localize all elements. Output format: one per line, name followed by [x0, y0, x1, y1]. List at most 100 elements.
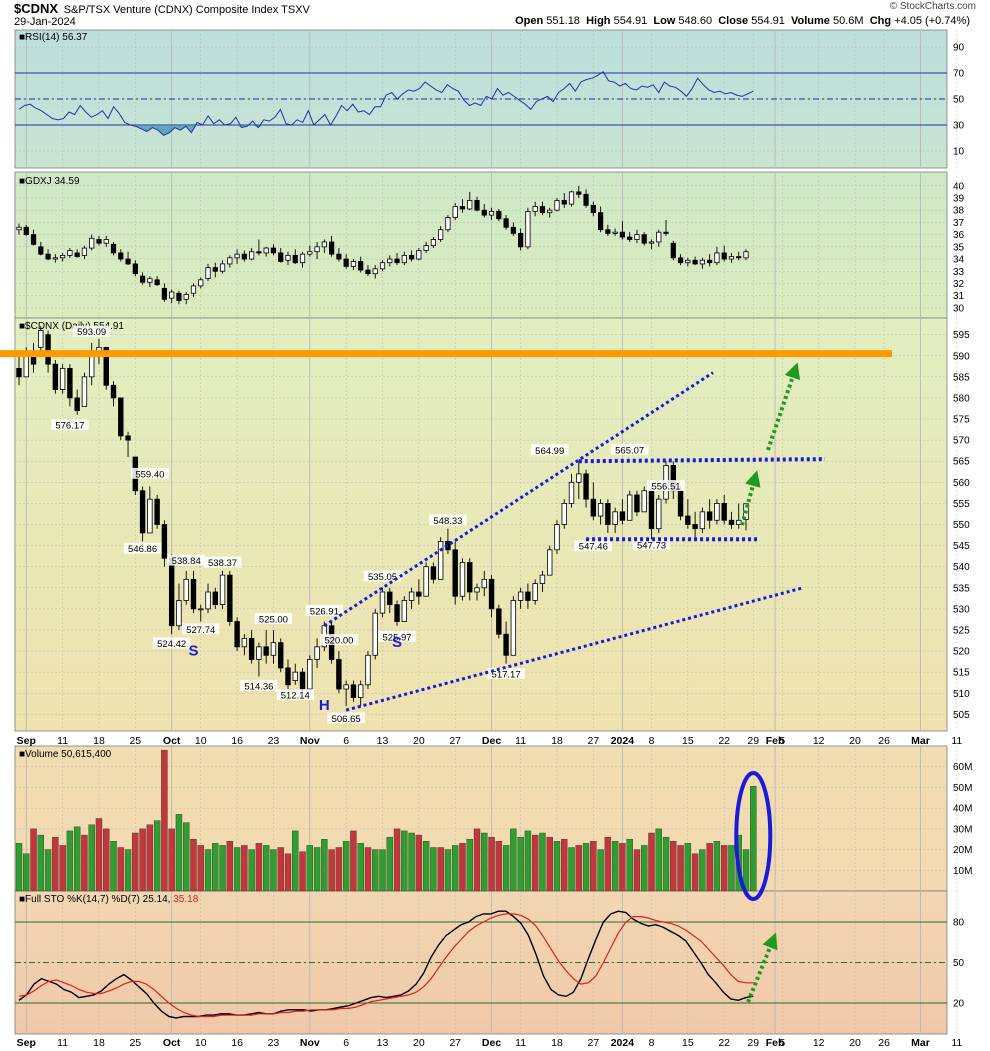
candle-body: [227, 257, 233, 265]
gdxj-candle: [110, 241, 117, 256]
candle-body: [547, 549, 553, 576]
gdxj-candle: [321, 239, 327, 253]
x-tick-label: 27: [587, 735, 599, 747]
x-tick-label: 11: [515, 1037, 526, 1049]
x-tick-label: 13: [377, 1037, 389, 1049]
x-tick-label: Sep: [17, 735, 36, 747]
gdxj-candle: [358, 256, 364, 273]
price-value-label: 547.46: [579, 542, 608, 553]
volume-bar: [539, 832, 546, 892]
volume-bar: [161, 749, 168, 892]
candle-body: [627, 236, 633, 240]
volume-bar: [183, 822, 190, 892]
price-candle: [147, 486, 153, 534]
gdxj-candle: [256, 239, 262, 256]
y-tick-label: 580: [953, 393, 970, 404]
gdxj-candle: [459, 199, 466, 213]
candle-body: [626, 494, 633, 521]
candle-body: [641, 490, 647, 513]
gdxj-candle: [81, 245, 88, 260]
volume-bar: [699, 849, 706, 892]
candle-body: [634, 234, 640, 240]
candle-body: [219, 574, 226, 606]
candle-body: [270, 642, 277, 656]
candle-body: [590, 498, 597, 517]
candle-body: [379, 262, 386, 270]
candle-body: [190, 578, 197, 610]
price-label-bg: [123, 542, 162, 554]
volume-bar: [132, 832, 139, 892]
price-candle: [256, 642, 262, 677]
candle-body: [677, 257, 684, 264]
price-label-bg: [487, 668, 525, 680]
gdxj-candle: [561, 193, 567, 208]
gdxj-candle: [605, 224, 611, 236]
y-tick-label: 510: [953, 689, 970, 700]
gdxj-candle: [532, 201, 538, 217]
volume-bar: [502, 845, 510, 892]
x-tick-label: 16: [231, 1037, 243, 1049]
candle-body: [583, 473, 589, 500]
x-tick-label: 6: [343, 735, 349, 747]
candle-body: [401, 600, 408, 622]
candle-body: [648, 241, 655, 244]
candle-body: [394, 258, 400, 264]
price-candle: [714, 499, 720, 525]
gdxj-candle: [212, 262, 218, 278]
gdxj-candle: [314, 241, 320, 260]
price-candle: [510, 596, 517, 656]
price-candle: [379, 587, 386, 618]
candle-body: [263, 247, 269, 254]
candle-body: [45, 334, 51, 365]
price-value-label: 547.73: [637, 541, 666, 552]
candle-body: [503, 218, 509, 228]
price-value-label: 593.09: [77, 327, 106, 338]
price-candle: [401, 596, 408, 622]
x-tick-label: 16: [231, 735, 243, 747]
x-tick-label: Dec: [482, 1037, 501, 1049]
price-candle: [81, 372, 88, 407]
volume-bar: [212, 843, 219, 892]
candle-body: [74, 397, 80, 411]
pattern-letter: S: [392, 634, 402, 651]
volume-bar: [655, 828, 662, 892]
volume-bar: [342, 841, 350, 892]
rsi-line: [18, 70, 754, 136]
gdxj-candle: [743, 249, 749, 261]
volume-bar: [350, 830, 357, 892]
price-value-label: 564.99: [535, 446, 564, 457]
volume-bar: [553, 841, 561, 892]
gdxj-candle: [176, 290, 182, 305]
volume-bar: [204, 849, 212, 892]
price-candle: [299, 667, 306, 694]
volume-bar: [37, 834, 45, 892]
candle-body: [307, 659, 313, 690]
gdxj-candle: [554, 197, 560, 212]
candle-body: [517, 591, 524, 601]
volume-bar: [713, 841, 721, 892]
volume-bar: [444, 849, 452, 892]
candle-body: [52, 363, 59, 390]
price-candle: [685, 499, 691, 529]
candle-body: [408, 591, 415, 601]
candle-body: [474, 200, 480, 211]
x-tick-label: 12: [813, 735, 825, 747]
price-label-bg: [181, 623, 220, 635]
y-tick-label: 40M: [953, 804, 972, 815]
chart-date: 29-Jan-2024: [14, 16, 76, 28]
volume-bar: [197, 845, 204, 892]
price-candle: [416, 579, 422, 605]
candle-body: [30, 234, 37, 245]
candle-body: [707, 259, 713, 264]
sto-d-value: 35.18: [173, 894, 198, 905]
price-candle: [74, 389, 80, 415]
y-tick-label: 520: [953, 647, 970, 658]
candle-body: [394, 604, 400, 622]
candle-body: [372, 268, 378, 275]
x-tick-label: 2024: [611, 735, 635, 747]
candle-body: [96, 239, 102, 244]
price-candle: [699, 507, 706, 533]
candle-body: [176, 292, 182, 301]
volume-bar: [422, 841, 430, 892]
y-tick-label: 50: [953, 95, 965, 106]
